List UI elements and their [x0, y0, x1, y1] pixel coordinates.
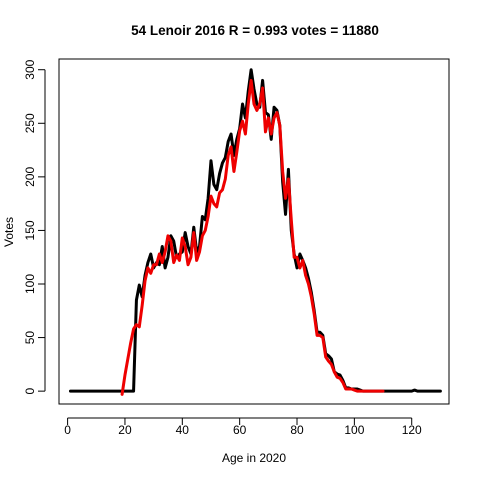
y-axis: 0 50 100 150 200 250 300 [23, 59, 46, 394]
x-axis-label: Age in 2020 [222, 451, 286, 465]
x-tick-label: 80 [290, 423, 304, 437]
plot-frame [58, 58, 450, 405]
x-tick-label: 0 [64, 423, 71, 437]
y-tick-label: 0 [23, 387, 37, 394]
x-tick-label: 60 [233, 423, 247, 437]
x-tick-label: 40 [176, 423, 190, 437]
x-tick-label: 120 [402, 423, 422, 437]
series-line-red [120, 78, 385, 396]
y-tick-label: 150 [23, 220, 37, 240]
y-tick-label: 100 [23, 274, 37, 294]
series-line-black [68, 68, 442, 393]
y-tick-label: 250 [23, 113, 37, 133]
chart-title: 54 Lenoir 2016 R = 0.993 votes = 11880 [131, 23, 379, 38]
y-tick-label: 50 [23, 331, 37, 345]
y-axis-label: Votes [2, 217, 16, 247]
series-layer [68, 68, 442, 396]
x-axis: 0 20 40 60 80 100 120 [64, 417, 422, 437]
x-tick-label: 100 [344, 423, 364, 437]
y-tick-label: 300 [23, 59, 37, 79]
y-tick-label: 200 [23, 167, 37, 187]
x-tick-label: 20 [118, 423, 132, 437]
